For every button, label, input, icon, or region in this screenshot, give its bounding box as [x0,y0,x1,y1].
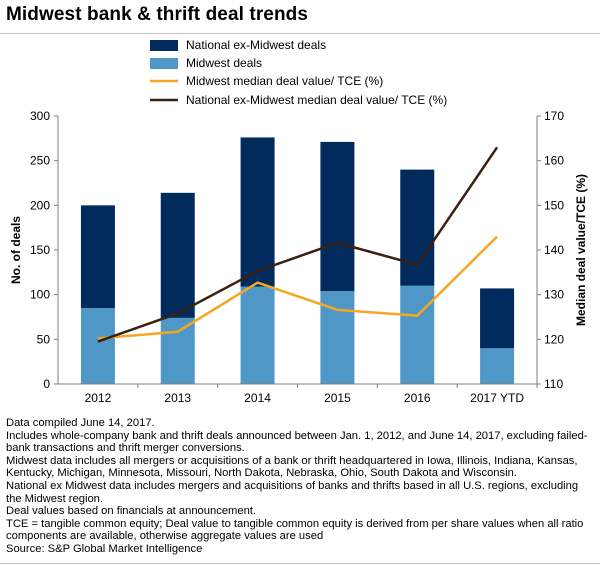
bar-national [240,137,275,287]
y-right-tick-label: 110 [544,377,563,391]
y-right-axis-title: Median deal value/TCE (%) [574,174,588,326]
line-midwest-median [97,235,498,340]
y-right-tick-label: 150 [544,198,564,212]
bottom-divider [0,563,600,564]
y-right-tick-label: 160 [544,154,564,168]
bar-national [400,169,435,286]
y-tick-label: 200 [30,198,50,212]
note-midwest: Midwest data includes all mergers or acq… [6,454,578,480]
bar-national [80,205,115,309]
y-tick-label: 250 [30,154,50,168]
legend: National ex-Midwest deals Midwest deals Mi… [150,38,447,107]
bar-midwest [80,308,115,384]
chart-title: Midwest bank & thrift deal trends [6,4,309,25]
y-right-tick-label: 120 [544,332,564,346]
y-right-tick-label: 130 [544,288,564,302]
y-right-tick-label: 140 [544,243,564,257]
bar-national [480,288,515,349]
note-date: Data compiled June 14, 2017. [6,417,155,429]
x-tick-label: 2017 YTD [470,391,524,405]
y-right-tick-label: 170 [544,109,564,123]
y-tick-label: 50 [37,332,51,346]
note-deal-values: Deal values based on financials at annou… [6,505,257,518]
legend-label: National ex-Midwest median deal value/ T… [186,93,447,107]
bar-midwest [160,317,195,384]
y-tick-label: 300 [30,109,50,123]
lines-layer [97,146,499,343]
title-divider [0,33,600,34]
legend-label: National ex-Midwest deals [186,38,326,52]
bar-midwest [240,286,275,384]
y-tick-label: 100 [30,288,50,302]
y-tick-label: 150 [30,243,50,257]
y-tick-label: 0 [43,377,50,391]
bar-midwest [400,285,435,384]
line-national-median [97,146,499,343]
legend-label: Midwest median deal value/ TCE (%) [186,74,383,88]
x-tick-label: 2013 [164,391,191,405]
note-tce: TCE = tangible common equity; Deal value… [6,517,584,543]
chart-canvas: National ex-Midwest deals Midwest deals Mi… [9,38,588,405]
note-scope: Includes whole-company bank and thrift d… [6,429,588,455]
note-national: National ex Midwest data includes merger… [6,479,579,505]
footnotes: Data compiled June 14, 2017. Includes wh… [6,417,596,556]
legend-swatch [150,40,178,51]
y-axis-title: No. of deals [9,216,23,284]
legend-label: Midwest deals [186,56,262,70]
bar-midwest [480,348,515,384]
bars-layer [80,137,515,384]
note-source: Source: S&P Global Market Intelligence [6,542,203,555]
bar-national [320,141,355,292]
x-tick-label: 2014 [244,391,271,405]
x-tick-label: 2012 [85,391,112,405]
bar-national [160,192,195,318]
axes-layer: 0 50 100 150 200 250 300 110 120 130 140 150 160 170 2… [9,109,588,405]
x-tick-label: 2015 [324,391,351,405]
legend-swatch [150,58,178,69]
x-tick-label: 2016 [404,391,431,405]
